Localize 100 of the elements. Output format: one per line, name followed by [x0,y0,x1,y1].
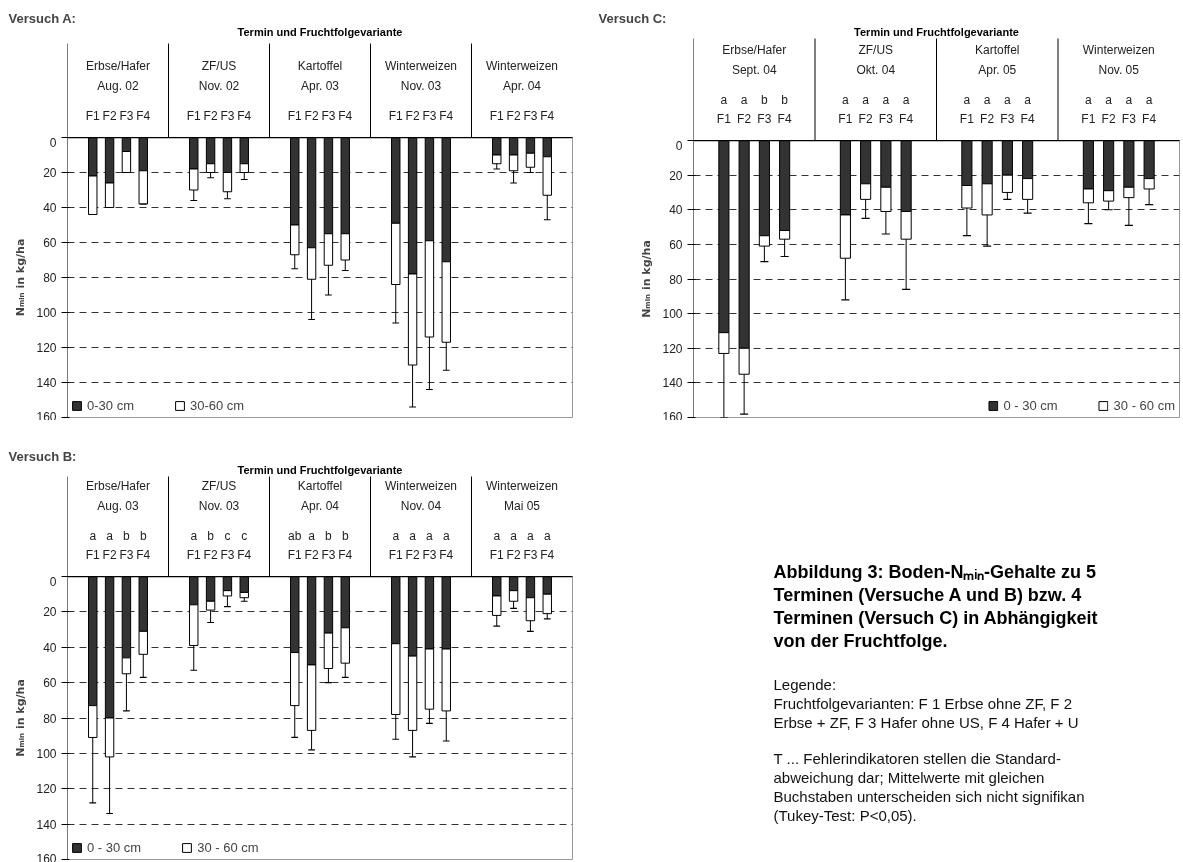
text: Winterweizen Nov. 03 [384,58,458,93]
text: c [241,528,248,543]
y-tick-label: 20 [669,168,683,183]
x-tick-label: F2 [304,547,319,562]
y-tick-label: 100 [36,746,57,761]
text: a [1004,92,1012,107]
text: Kartoffel Apr. 05 [975,42,1020,77]
chart-title: Versuch B: [8,448,77,464]
legend-label: 0 - 30 cm [87,840,142,855]
x-tick-label: F4 [540,547,555,562]
x-tick-label: F1 [959,111,975,126]
x-tick-label: F2 [506,547,521,562]
x-tick-label: F2 [737,111,752,126]
y-tick-label: 100 [662,307,683,322]
x-tick-label: F3 [119,108,134,123]
y-tick-label: 140 [662,376,683,391]
y-tick-label: 140 [36,817,57,832]
chart-title: Versuch C: [598,10,667,26]
text: a [1145,92,1153,107]
text: ab [288,528,302,543]
legend-label: 0 - 30 cm [1003,398,1058,413]
y-tick-label: 0 [49,135,57,150]
y-axis-title: Nₘᵢₙ in kg/ha [14,679,28,757]
y-tick-label: 40 [43,201,57,215]
x-tick-label: F3 [1000,111,1015,126]
text: Winterweizen Apr. 04 [485,58,559,93]
x-tick-label: F1 [287,547,303,562]
x-tick-label: F1 [85,547,101,562]
x-tick-label: F2 [304,108,319,123]
text: Kartoffel Apr. 03 [297,58,343,93]
text: Erbse/Hafer Sept. 04 [722,42,787,77]
y-tick-label: 160 [36,851,57,862]
x-tick-label: F4 [1142,111,1157,126]
x-tick-label: F2 [980,111,995,126]
text: a [308,528,316,543]
y-tick-label: 60 [669,237,683,252]
y-tick-label: 60 [43,676,57,691]
text: a [1125,92,1133,107]
x-tick-label: F4 [540,108,555,123]
x-tick-label: F4 [1020,111,1035,126]
x-tick-label: F2 [203,547,218,562]
y-tick-label: 140 [36,376,57,390]
x-tick-label: F3 [523,108,538,123]
x-tick-label: F3 [523,547,538,562]
text: Erbse/Hafer Aug. 03 [85,478,151,513]
text: a [740,92,748,107]
x-tick-label: F1 [388,547,404,562]
x-tick-label: F3 [321,108,336,123]
y-tick-label: 80 [669,272,683,287]
text: a [510,528,518,543]
text: a [190,528,198,543]
text: b [325,528,333,543]
x-tick-label: F2 [506,108,521,123]
y-tick-label: 160 [662,409,683,424]
y-tick-label: 40 [43,640,57,655]
text: a [89,528,97,543]
x-tick-label: F2 [203,108,218,123]
text: b [207,528,215,543]
x-tick-label: F1 [388,108,404,123]
y-tick-label: 60 [43,236,57,250]
text: a [426,528,434,543]
x-tick-label: F1 [489,108,505,123]
x-tick-label: F4 [338,547,353,562]
x-axis-title: Termin und Fruchtfolgevariante [854,25,1019,38]
text: b [139,528,147,543]
text: Winterweizen Mai 05 [485,478,559,513]
text: a [983,92,991,107]
text: Kartoffel Apr. 04 [297,478,343,513]
text: Erbse/Hafer Aug. 02 [85,58,151,93]
text: a [543,528,551,543]
text: a [842,92,850,107]
x-tick-label: F3 [220,108,235,123]
x-tick-label: F4 [237,547,252,562]
x-tick-label: F2 [1101,111,1116,126]
y-tick-label: 20 [43,605,57,620]
y-tick-label: 100 [36,306,57,320]
x-tick-label: F1 [716,111,732,126]
text: Legende: Fruchtfolgevarianten: F 1 Erbse ohne ZF, F 2 Erbse + ZF, F 3 Hafer ohne US, F 4 Hafer + U [773,675,1079,731]
x-tick-label: F3 [1121,111,1137,126]
text: Abbildung 3: Boden-Nₘᵢₙ-Gehalte zu 5 Terminen (Versuche A und B) bzw. 4 Terminen (Versuch C) in Abhängigkeit von der Fruchtfolge. [773,561,1098,651]
text: a [442,528,450,543]
x-tick-label: F1 [287,108,303,123]
y-tick-label: 20 [43,166,57,180]
y-tick-label: 120 [662,341,683,356]
y-tick-label: 120 [36,341,57,355]
x-tick-label: F4 [136,108,151,123]
x-tick-label: F4 [338,108,353,123]
x-tick-label: F2 [102,108,117,123]
y-tick-label: 160 [36,409,57,424]
y-tick-label: 80 [43,711,57,726]
x-tick-label: F2 [858,111,873,126]
text: ZF/US Nov. 03 [198,478,240,513]
x-tick-label: F1 [489,547,505,562]
legend-label: 0-30 cm [87,398,134,413]
text: a [493,528,501,543]
x-tick-label: F4 [439,108,454,123]
legend-label: 30-60 cm [189,398,245,413]
text: a [963,92,971,107]
y-tick-label: 120 [36,782,57,797]
x-tick-label: F3 [757,111,772,126]
